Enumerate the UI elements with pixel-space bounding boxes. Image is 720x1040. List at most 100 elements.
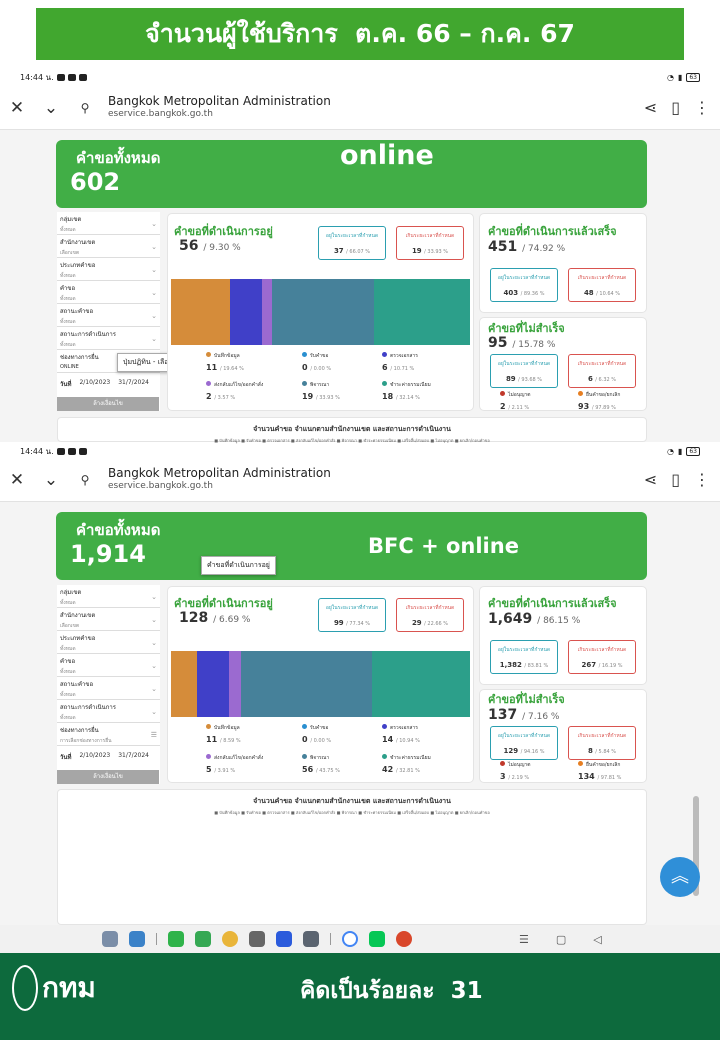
filter-process-status[interactable]: สถานะการดำเนินการ ทั้งหมด ⌄ (57, 700, 160, 723)
chevron-down-icon[interactable]: ⌄ (43, 469, 59, 490)
divider (330, 933, 331, 945)
office-app-icon[interactable] (396, 931, 412, 947)
page-url: eservice.bangkok.go.th (108, 480, 213, 491)
app-drawer-icon[interactable] (102, 931, 118, 947)
more-icon[interactable]: ⋮ (694, 98, 710, 117)
scrollbar[interactable] (693, 796, 699, 896)
scroll-to-top-button[interactable]: ︽ (660, 857, 700, 897)
filter-district[interactable]: สำนักงานเขต เลือกเขต ⌄ (57, 235, 160, 258)
chevron-down-icon: ⌄ (151, 639, 157, 647)
double-chevron-up-icon: ︽ (671, 866, 689, 887)
messages-app-icon[interactable] (195, 931, 211, 947)
failed-over-box: เกินระยะเวลาที่กำหนด 6 / 6.32 % (568, 354, 636, 388)
in-progress-stacked-bar (171, 651, 470, 717)
failed-not-allowed: ไม่อนุญาต 3 / 2.19 % (500, 761, 531, 781)
done-title: คำขอที่ดำเนินการแล้วเสร็จ (488, 597, 617, 610)
done-over-box: เกินระยะเวลาที่กำหนด 267 / 16.19 % (568, 640, 636, 674)
percentage-summary: คิดเป็นร้อยละ 31 (300, 978, 483, 1004)
in-progress-title: คำขอที่ดำเนินการอยู่ (174, 225, 273, 238)
site-settings-icon[interactable]: ⚲ (80, 472, 90, 487)
legend-consider: พิจารณา 19 / 33.93 % (302, 381, 340, 401)
chevron-down-icon: ⌄ (151, 662, 157, 670)
site-settings-icon[interactable]: ⚲ (80, 100, 90, 115)
chevron-down-icon: ⌄ (151, 243, 157, 251)
bar-segment-pay (371, 651, 470, 717)
notification-icon (78, 73, 87, 81)
wifi-icon: ◔ (666, 446, 674, 456)
recents-icon[interactable]: ☰ (519, 932, 529, 946)
legend-pay: ชำระค่าธรรมเนียม 42 / 32.81 % (382, 754, 431, 774)
chevron-down-icon: ⌄ (151, 335, 157, 343)
divider (156, 933, 157, 945)
battery-icon: 63 (686, 72, 700, 82)
district-chart-legend: ■ บันทึกข้อมูล ■ รับคำขอ ■ ตรวจเอกสาร ■ … (214, 810, 490, 815)
clear-filter-button[interactable]: ล้างเงื่อนไข (57, 397, 159, 411)
bookmark-icon[interactable]: ▯ (671, 98, 680, 117)
bar-segment-record (171, 279, 230, 345)
back-icon[interactable]: ◁ (593, 932, 602, 946)
done-title: คำขอที่ดำเนินการแล้วเสร็จ (488, 225, 617, 238)
phone-app-icon[interactable] (168, 931, 184, 947)
legend-pay: ชำระค่าธรรมเนียม 18 / 32.14 % (382, 381, 431, 401)
total-requests-card: คำขอทั้งหมด 602 online (56, 140, 647, 208)
chevron-down-icon: ⌄ (151, 708, 157, 716)
battery-icon: 63 (686, 446, 700, 456)
legend-check: ตรวจเอกสาร 6 / 10.71 % (382, 352, 418, 372)
filter-channel[interactable]: ช่องทางการยื่น ONLINE (57, 350, 160, 373)
browser-toolbar: ✕ ⌄ ⚲ Bangkok Metropolitan Administratio… (0, 86, 720, 130)
in-progress-over-box: เกินระยะเวลาที่กำหนด 29 / 22.66 % (396, 598, 464, 632)
chevron-down-icon: ⌄ (151, 266, 157, 274)
filter-panel: กลุ่มเขต ทั้งหมด ⌄ สำนักงานเขต เลือกเขต ⌄ ปร… (57, 212, 160, 411)
filter-zone-group[interactable]: กลุ่มเขต ทั้งหมด ⌄ (57, 212, 160, 235)
date-range[interactable]: วันที่ 2/10/2023 31/7/2024 (60, 752, 149, 761)
total-label: คำขอทั้งหมด (76, 149, 161, 167)
date-range[interactable]: วันที่ 2/10/2023 31/7/2024 (60, 379, 149, 388)
legend-send: ส่งกลับแก้ไข/ออกคำสั่ง 2 / 3.57 % (206, 381, 264, 401)
filter-request-status[interactable]: สถานะคำขอ ทั้งหมด ⌄ (57, 677, 160, 700)
filter-request-type[interactable]: ประเภทคำขอ ทั้งหมด ⌄ (57, 631, 160, 654)
district-chart-panel: จำนวนคำขอ จำแนกตามสำนักงานเขต และสถานะกา… (57, 417, 647, 443)
failed-within-box: อยู่ในระยะเวลาที่กำหนด 129 / 94.16 % (490, 726, 558, 760)
bma-logo-text: กทม (42, 971, 96, 1004)
close-icon[interactable]: ✕ (9, 97, 25, 118)
status-time: 14:44 น. (20, 446, 54, 456)
filter-request[interactable]: คำขอ ทั้งหมด ⌄ (57, 281, 160, 304)
notification-icon (56, 447, 65, 455)
app-icon[interactable] (276, 931, 292, 947)
filter-request-type[interactable]: ประเภทคำขอ ทั้งหมด ⌄ (57, 258, 160, 281)
share-icon[interactable]: ⋖ (643, 98, 658, 117)
chrome-app-icon[interactable] (222, 931, 238, 947)
google-app-icon[interactable] (342, 931, 358, 947)
in-progress-within-box: อยู่ในระยะเวลาที่กำหนด 37 / 66.07 % (318, 226, 386, 260)
home-icon[interactable]: ▢ (555, 932, 567, 946)
district-chart-title: จำนวนคำขอ จำแนกตามสำนักงานเขต และสถานะกา… (253, 425, 451, 433)
chevron-down-icon[interactable]: ⌄ (43, 97, 59, 118)
filter-list-icon[interactable]: ☰ (150, 731, 157, 739)
district-chart-title: จำนวนคำขอ จำแนกตามสำนักงานเขต และสถานะกา… (253, 797, 451, 805)
done-value: 451 / 74.92 % (488, 239, 566, 255)
page-title: Bangkok Metropolitan Administration (108, 465, 331, 480)
bookmark-icon[interactable]: ▯ (671, 470, 680, 489)
in-progress-within-box: อยู่ในระยะเวลาที่กำหนด 99 / 77.34 % (318, 598, 386, 632)
chevron-down-icon: ⌄ (151, 289, 157, 297)
filter-request[interactable]: คำขอ ทั้งหมด ⌄ (57, 654, 160, 677)
filter-district[interactable]: สำนักงานเขต เลือกเขต ⌄ (57, 608, 160, 631)
settings-app-icon[interactable] (303, 931, 319, 947)
files-app-icon[interactable] (129, 931, 145, 947)
done-over-box: เกินระยะเวลาที่กำหนด 48 / 10.64 % (568, 268, 636, 302)
camera-app-icon[interactable] (249, 931, 265, 947)
share-icon[interactable]: ⋖ (643, 470, 658, 489)
close-icon[interactable]: ✕ (9, 469, 25, 490)
more-icon[interactable]: ⋮ (694, 470, 710, 489)
site-info: Bangkok Metropolitan Administration eser… (108, 94, 331, 121)
clear-filter-button[interactable]: ล้างเงื่อนไข (57, 770, 159, 784)
in-progress-value: 56 / 9.30 % (179, 238, 241, 254)
filter-request-status[interactable]: สถานะคำขอ ทั้งหมด ⌄ (57, 304, 160, 327)
line-app-icon[interactable] (369, 931, 385, 947)
filter-process-status[interactable]: สถานะการดำเนินการ ทั้งหมด ⌄ (57, 327, 160, 350)
total-label: คำขอทั้งหมด (76, 521, 161, 539)
notification-icon (67, 73, 76, 81)
failed-title: คำขอที่ไม่สำเร็จ (488, 693, 565, 706)
filter-channel[interactable]: ช่องทางการยื่น การเลือกช่องทางการยื่น ☰ (57, 723, 160, 746)
filter-zone-group[interactable]: กลุ่มเขต ทั้งหมด ⌄ (57, 585, 160, 608)
